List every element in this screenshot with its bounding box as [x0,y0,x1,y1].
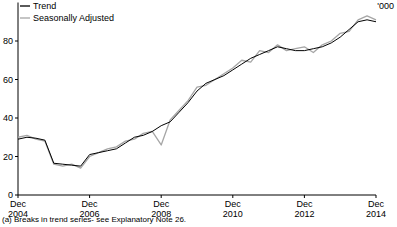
x-tick-label-part: Dec [368,199,385,209]
legend-label: Trend [33,1,56,11]
legend-swatch [20,17,30,18]
series-line [18,16,376,168]
plot-area [18,16,376,168]
x-tick-label-part: 2012 [294,209,314,219]
x-axis [18,195,376,196]
y-label: '000 [377,1,394,11]
x-tick-label-part: Dec [225,199,242,209]
x-tick-label-part: 2014 [366,209,386,219]
x-tick [18,195,19,198]
legend-label: Seasonally Adjusted [33,13,114,23]
footnote: (a) Breaks in trend series- see Explanat… [2,215,186,224]
x-tick-label: Dec2010 [223,199,243,219]
y-tick-label: 80 [3,36,13,46]
y-tick-label: 40 [3,113,13,123]
y-tick [15,156,18,157]
x-tick [232,195,233,198]
x-tick-label: Dec2014 [366,199,386,219]
y-tick-label: 60 [3,75,13,85]
x-tick-label-part: Dec [296,199,313,209]
x-tick-label-part: Dec [153,199,170,209]
y-tick [15,79,18,80]
x-tick-label-part: Dec [10,199,27,209]
y-tick [15,118,18,119]
x-tick-label-part: 2010 [223,209,243,219]
y-axis [18,3,19,196]
series-line [18,20,376,166]
y-tick-label: 20 [3,152,13,162]
x-tick [304,195,305,198]
x-tick [161,195,162,198]
x-tick [376,195,377,198]
x-tick-label-part: Dec [82,199,99,209]
x-tick [89,195,90,198]
x-tick-label: Dec2012 [294,199,314,219]
legend-swatch [20,5,30,6]
y-tick [15,41,18,42]
chart: 020406080'000Dec2004Dec2006Dec2008Dec201… [0,0,397,227]
